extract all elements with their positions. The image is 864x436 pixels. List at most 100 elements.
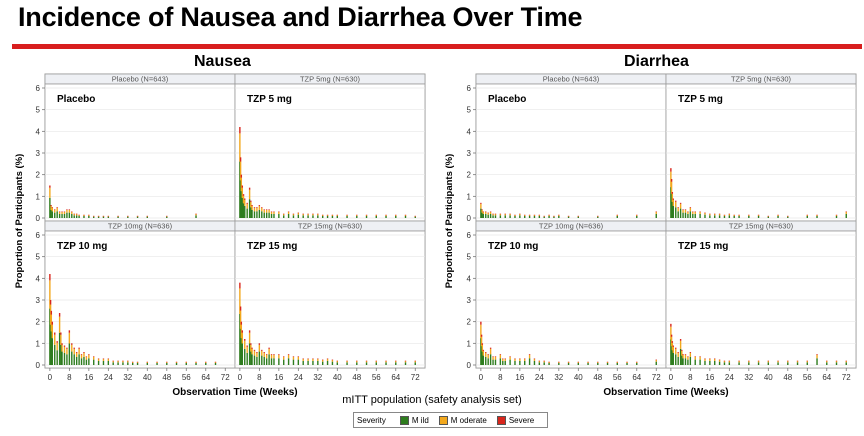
nausea-panel-4-bar-6-mild	[248, 343, 251, 365]
nausea-panel-3-bar-13-severe	[73, 347, 75, 349]
nausea-panel-2-bar-0-mild	[239, 161, 241, 218]
nausea-panel-4-bar-38-mild	[414, 362, 416, 365]
nausea-panel-3-xtick-label-56: 56	[182, 373, 191, 382]
diarrhea-panel-1-bar-5-mild	[489, 213, 492, 218]
diarrhea-panel-1-bar-3-mild	[485, 213, 487, 218]
nausea-panel-3-ytick-label-0: 0	[36, 361, 41, 370]
diarrhea-panel-4-bar-2-severe	[671, 341, 674, 343]
nausea-panel-4-bar-1-mild	[239, 328, 242, 365]
diarrhea-panel-3-bar-17-moderate	[533, 358, 536, 361]
nausea-panel-4-bar-25-moderate	[312, 358, 314, 361]
nausea-panel-2-bar-22-severe	[292, 213, 295, 215]
diarrhea-panel-1-bar-21-severe	[567, 215, 570, 217]
diarrhea-panel-4-plot-area	[665, 230, 857, 369]
nausea-panel-1-bar-2-severe	[51, 207, 54, 208]
nausea-panel-1-bar-7-mild	[63, 213, 66, 218]
nausea-panel-2-bar-2-severe	[240, 174, 243, 178]
legend-item-severe: Severe	[496, 415, 534, 425]
diarrhea-panel-1-bar-10-severe	[509, 213, 511, 215]
nausea-panel-2-bar-11-severe	[256, 207, 258, 208]
nausea-panel-2-bar-32-moderate	[346, 214, 348, 216]
nausea-panel-4-bar-33-moderate	[365, 360, 368, 363]
diarrhea-panel-3-bar-23-moderate	[577, 361, 580, 363]
diarrhea-panel-4-bar-21-moderate	[748, 360, 750, 363]
nausea-panel-2-bar-35-severe	[375, 214, 377, 216]
nausea-panel-1-bar-15-moderate	[88, 214, 90, 216]
diarrhea-panel-3-bar-19-mild	[543, 362, 545, 365]
nausea-panel-4-bar-31-mild	[346, 362, 348, 365]
nausea-panel-4-bar-31-severe	[346, 360, 348, 362]
nausea-panel-3-bar-37-moderate	[214, 361, 217, 363]
diarrhea-panel-3-bar-0-mild	[480, 338, 482, 365]
diarrhea-panel-3-bar-18-mild	[538, 362, 541, 365]
diarrhea-panel-3-bar-8-mild	[494, 359, 497, 365]
diarrhea-panel-2-bar-13-severe	[699, 211, 701, 213]
diarrhea-panel-1-bar-26-moderate	[655, 211, 657, 214]
nausea-panel-3-bar-16-severe	[80, 354, 83, 355]
diarrhea-panel-2-bar-19-mild	[728, 215, 731, 218]
legend-swatch-severe	[496, 415, 506, 425]
diarrhea-panel-4-bar-13-moderate	[699, 356, 701, 360]
diarrhea-panel-4-bar-3-severe	[672, 345, 675, 347]
nausea-panel-2-bar-5-moderate	[244, 199, 246, 206]
nausea-panel-3-bar-31-moderate	[156, 361, 158, 363]
nausea-panel-2-bar-17-severe	[270, 211, 273, 213]
nausea-panel-4-xtick-label-24: 24	[294, 373, 303, 382]
nausea-panel-3-bar-6-mild	[58, 332, 61, 365]
nausea-panel-4-label: TZP 15 mg	[247, 241, 297, 252]
diarrhea-panel-4-bar-7-mild	[681, 355, 683, 365]
diarrhea-panel-3-bar-11-mild	[504, 360, 506, 365]
diarrhea-panel-1-strip-label: Placebo (N=643)	[543, 75, 600, 84]
nausea-panel-4-bar-20-severe	[287, 354, 290, 355]
nausea-panel-3-bar-37-severe	[214, 361, 217, 363]
nausea-panel-2-bar-12-severe	[258, 205, 261, 206]
diarrhea-panel-2-bar-16-mild	[714, 215, 716, 218]
nausea-panel-2-bar-32-severe	[346, 214, 348, 216]
diarrhea-panel-1-bar-14-severe	[528, 214, 531, 216]
nausea-panel-4-bar-33-severe	[365, 360, 368, 362]
nausea-panel-4-bar-37-mild	[404, 362, 407, 365]
nausea-panel-3-xtick-label-8: 8	[67, 373, 72, 382]
nausea-panel-3-bar-15-moderate	[78, 348, 80, 355]
diarrhea-panel-4-xtick-label-8: 8	[688, 373, 693, 382]
diarrhea-panel-4-bar-1-moderate	[670, 336, 673, 347]
diarrhea-panel-3-bar-20-severe	[548, 361, 550, 363]
diarrhea-panel-4-bar-14-severe	[704, 358, 706, 360]
nausea-panel-4-bar-4-mild	[244, 348, 246, 365]
diarrhea-panel-3-bar-8-moderate	[494, 356, 497, 360]
diarrhea-panel-2-bar-18-moderate	[723, 214, 726, 216]
diarrhea-panel-3-xtick-label-64: 64	[632, 373, 641, 382]
diarrhea-panel-1-bar-1-mild	[481, 212, 483, 218]
nausea-panel-3-bar-16-moderate	[80, 354, 83, 359]
legend-swatch-mild	[399, 415, 409, 425]
nausea-panel-1-bar-22-mild	[136, 216, 139, 218]
diarrhea-panel-4-bar-27-severe	[806, 360, 808, 362]
nausea-panel-3-bar-4-mild	[54, 344, 56, 365]
diarrhea-panel-3-xtick-label-0: 0	[479, 373, 484, 382]
diarrhea-panel-3-label: TZP 10 mg	[488, 241, 538, 252]
nausea-panel-1-bar-14-mild	[83, 215, 85, 218]
nausea-panel-1-bar-20-severe	[117, 215, 119, 217]
diarrhea-panel-1-bar-22-mild	[577, 216, 580, 218]
nausea-panel-1-bar-7-moderate	[63, 211, 66, 214]
nausea-panel-3-bar-33-mild	[175, 362, 178, 365]
nausea-panel-1-bar-10-severe	[71, 211, 73, 213]
nausea-panel-3-bar-9-moderate	[63, 346, 66, 353]
nausea-panel-1-bar-12-mild	[75, 215, 78, 218]
diarrhea-panel-1-bar-4-moderate	[487, 212, 489, 215]
nausea-panel-3-strip-label: TZP 10mg (N=636)	[108, 222, 173, 231]
diarrhea-panel-2-bar-13-mild	[699, 213, 701, 218]
diarrhea-panel-4-bar-31-severe	[845, 360, 847, 362]
nausea-panel-4-plot-area	[234, 230, 426, 369]
diarrhea-panel-1-bar-10-moderate	[509, 213, 511, 216]
nausea-panel-1-bar-18-mild	[102, 216, 105, 218]
nausea-panel-1-bar-0-moderate	[49, 187, 51, 198]
diarrhea-panel-2-bar-20-severe	[733, 214, 735, 216]
diarrhea-panel-3-bar-18-moderate	[538, 360, 541, 363]
diarrhea-panel-3-bar-2-moderate	[481, 344, 484, 352]
nausea-panel-4-bar-25-severe	[312, 358, 314, 360]
diarrhea-panel-1-label: Placebo	[488, 94, 526, 105]
diarrhea-panel-2-bar-17-moderate	[718, 213, 721, 216]
nausea-panel-4-bar-7-moderate	[250, 344, 252, 352]
